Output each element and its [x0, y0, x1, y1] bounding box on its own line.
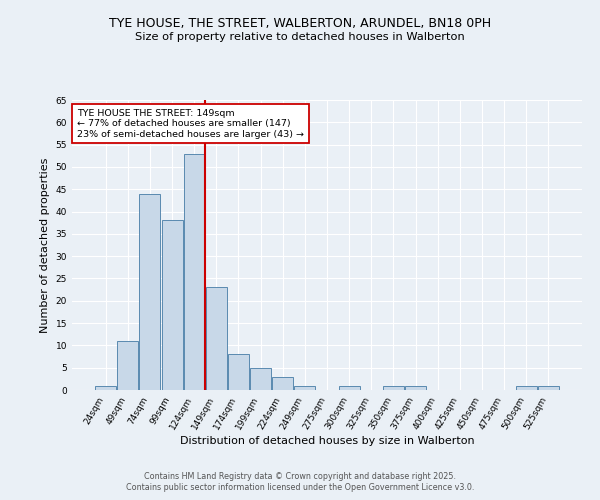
Bar — [95, 386, 116, 390]
Text: Contains HM Land Registry data © Crown copyright and database right 2025.
Contai: Contains HM Land Registry data © Crown c… — [126, 472, 474, 492]
Bar — [272, 376, 293, 390]
Bar — [383, 386, 404, 390]
Bar — [228, 354, 249, 390]
Bar — [161, 220, 182, 390]
Text: Size of property relative to detached houses in Walberton: Size of property relative to detached ho… — [135, 32, 465, 42]
Bar — [250, 368, 271, 390]
Bar — [538, 386, 559, 390]
Y-axis label: Number of detached properties: Number of detached properties — [40, 158, 50, 332]
Bar — [515, 386, 536, 390]
Bar — [118, 341, 139, 390]
Text: TYE HOUSE THE STREET: 149sqm
← 77% of detached houses are smaller (147)
23% of s: TYE HOUSE THE STREET: 149sqm ← 77% of de… — [77, 108, 304, 138]
Bar — [184, 154, 205, 390]
Bar — [338, 386, 359, 390]
Text: TYE HOUSE, THE STREET, WALBERTON, ARUNDEL, BN18 0PH: TYE HOUSE, THE STREET, WALBERTON, ARUNDE… — [109, 18, 491, 30]
Bar — [139, 194, 160, 390]
Bar — [405, 386, 426, 390]
Bar — [295, 386, 316, 390]
X-axis label: Distribution of detached houses by size in Walberton: Distribution of detached houses by size … — [179, 436, 475, 446]
Bar — [206, 288, 227, 390]
